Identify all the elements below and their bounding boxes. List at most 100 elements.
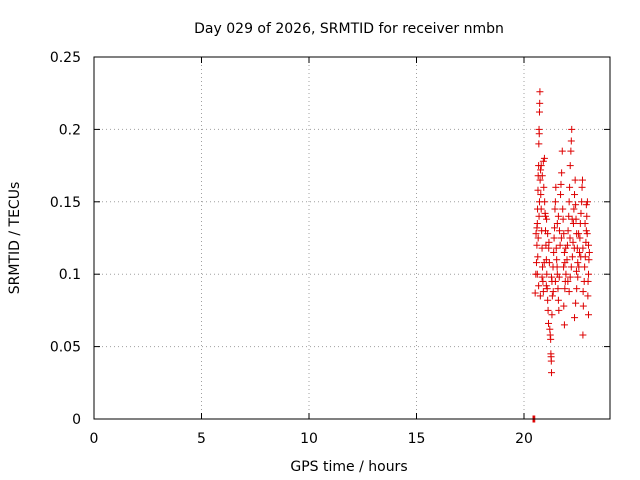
data-point [554, 296, 562, 304]
data-point [556, 241, 564, 249]
data-point [571, 314, 579, 322]
data-point [535, 140, 543, 148]
data-point [538, 172, 546, 180]
data-point [540, 259, 548, 267]
data-point [585, 248, 593, 256]
data-point [583, 198, 591, 206]
data-point [543, 270, 551, 278]
y-tick-label: 0.05 [50, 340, 81, 356]
data-point [534, 234, 542, 242]
data-point [536, 88, 544, 96]
data-point [579, 288, 587, 296]
data-point [551, 277, 559, 285]
data-point [565, 212, 573, 220]
data-point [569, 238, 577, 246]
data-point [543, 285, 551, 293]
x-tick-label: 5 [197, 431, 206, 447]
data-point [566, 234, 574, 242]
data-point [581, 220, 589, 228]
x-tick-label: 10 [300, 431, 318, 447]
data-point [535, 212, 543, 220]
data-point [560, 302, 568, 310]
y-tick-label: 0.2 [59, 122, 81, 138]
data-point [575, 230, 583, 238]
data-point [539, 288, 547, 296]
data-point [578, 183, 586, 191]
data-point [545, 319, 553, 327]
y-tick-label: 0.15 [50, 195, 81, 211]
data-point [579, 331, 587, 339]
data-point [564, 277, 572, 285]
data-point [537, 191, 545, 199]
data-point [532, 230, 540, 238]
data-point [535, 108, 543, 116]
data-point [537, 205, 545, 213]
data-point [533, 270, 541, 278]
data-point [537, 162, 545, 170]
data-point [557, 234, 565, 242]
data-point [535, 130, 543, 138]
data-point [562, 244, 570, 252]
data-point [543, 215, 551, 223]
x-tick-label: 20 [515, 431, 533, 447]
data-point [547, 357, 555, 365]
data-point [544, 296, 552, 304]
data-point [531, 289, 539, 297]
data-point [573, 285, 581, 293]
y-tick-label: 0.1 [59, 267, 81, 283]
data-point [566, 162, 574, 170]
data-point [537, 166, 545, 174]
data-point [572, 299, 580, 307]
data-point [564, 227, 572, 235]
data-point [548, 369, 556, 377]
data-point [542, 212, 549, 220]
data-point [584, 277, 592, 285]
data-point [585, 311, 592, 319]
data-point [552, 183, 560, 191]
data-point [533, 241, 541, 249]
data-points [529, 88, 593, 423]
data-point [551, 224, 559, 232]
data-point [561, 285, 569, 293]
data-point [559, 215, 567, 223]
data-point [541, 198, 549, 206]
data-point [574, 273, 582, 281]
data-point [560, 263, 568, 271]
data-point [570, 244, 578, 252]
data-point [582, 227, 590, 235]
data-point [568, 125, 576, 133]
data-point [557, 191, 565, 199]
data-point [568, 253, 576, 261]
data-point [544, 230, 552, 238]
data-point [539, 157, 547, 165]
data-point [567, 147, 575, 155]
data-point [563, 241, 571, 249]
data-point [560, 230, 568, 238]
data-point [550, 234, 558, 242]
data-point [579, 244, 587, 252]
data-point [544, 306, 552, 314]
data-point [553, 256, 561, 264]
data-point [585, 256, 593, 264]
data-point [554, 212, 562, 220]
data-point [562, 270, 570, 278]
data-point [538, 263, 546, 271]
data-point [558, 169, 566, 177]
data-point [559, 205, 567, 213]
x-tick-label: 0 [90, 431, 99, 447]
data-point [540, 183, 548, 191]
data-point [567, 137, 575, 145]
y-axis-label: SRMTID / TECUs [7, 182, 23, 295]
data-point [560, 248, 568, 256]
data-point [539, 277, 547, 285]
data-point [571, 191, 579, 199]
data-point [579, 302, 587, 310]
y-tick-label: 0 [72, 412, 81, 428]
data-point [548, 311, 556, 319]
data-point [550, 248, 558, 256]
data-point [581, 263, 589, 271]
data-point [574, 259, 582, 267]
data-point [583, 230, 591, 238]
chart-title: Day 029 of 2026, SRMTID for receiver nmb… [194, 21, 504, 37]
